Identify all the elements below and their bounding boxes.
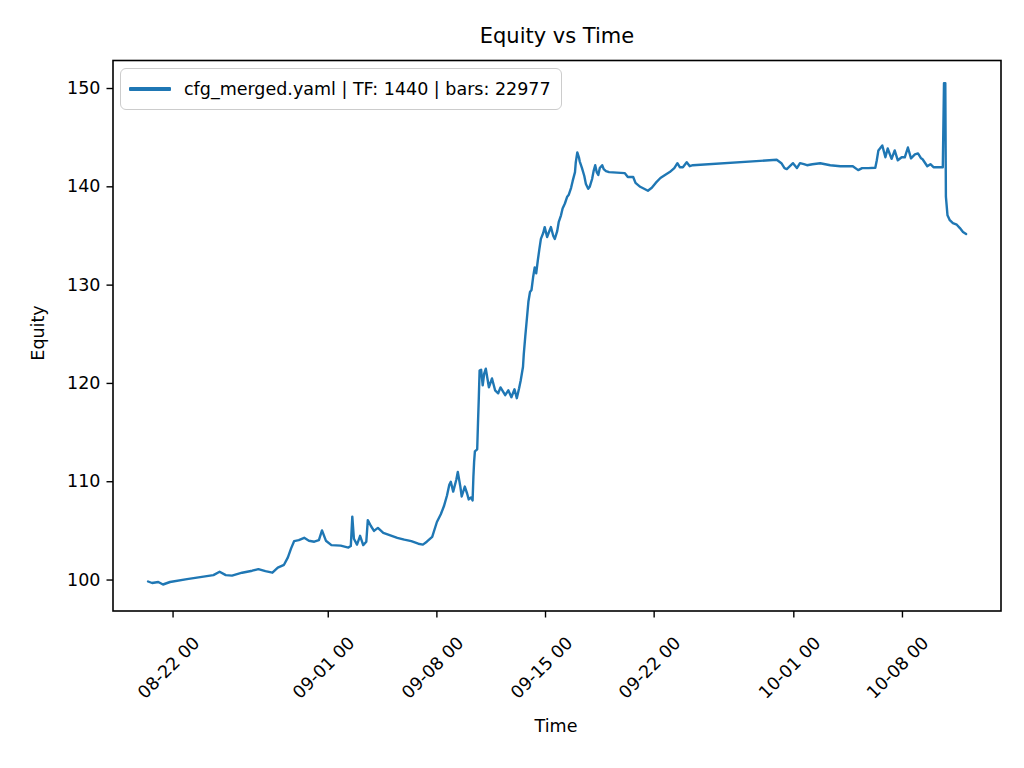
- equity-line-series: [148, 83, 966, 584]
- y-tick-label: 130: [57, 275, 101, 296]
- y-tick-label: 100: [57, 570, 101, 591]
- y-tick-label: 150: [57, 78, 101, 99]
- legend-line-sample: [129, 87, 171, 90]
- y-axis-label: Equity: [28, 305, 48, 360]
- plot-canvas: [0, 0, 1024, 768]
- plot-border: [113, 61, 1001, 612]
- x-axis-label: Time: [535, 716, 578, 736]
- legend: cfg_merged.yaml | TF: 1440 | bars: 22977: [120, 68, 562, 110]
- y-tick-label: 110: [57, 471, 101, 492]
- y-tick-label: 140: [57, 176, 101, 197]
- legend-label: cfg_merged.yaml | TF: 1440 | bars: 22977: [184, 79, 551, 99]
- x-tick-marks: [173, 611, 902, 618]
- equity-chart-figure: Equity vs Time Equity Time 100 110 120 130 1…: [0, 0, 1024, 768]
- y-tick-marks: [107, 89, 114, 581]
- y-tick-label: 120: [57, 373, 101, 394]
- chart-title: Equity vs Time: [480, 24, 635, 48]
